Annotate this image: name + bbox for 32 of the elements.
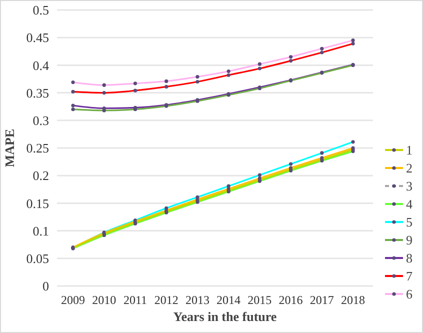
x-tick-label: 2018 bbox=[341, 293, 365, 307]
x-tick-label: 2014 bbox=[216, 293, 241, 307]
y-axis-title: MAPE bbox=[2, 128, 17, 168]
y-tick-label: 0.45 bbox=[26, 30, 49, 46]
y-tick-label: 0 bbox=[42, 278, 49, 294]
y-tick-label: 0.5 bbox=[32, 2, 49, 18]
legend-label: 1 bbox=[406, 142, 412, 158]
y-tick-label: 0.15 bbox=[26, 196, 49, 211]
legend-label: 3 bbox=[406, 178, 412, 194]
legend-label: 2 bbox=[406, 160, 412, 176]
legend-label: 6 bbox=[406, 286, 413, 302]
legend-label: 5 bbox=[406, 214, 412, 230]
y-tick-label: 0.4 bbox=[32, 58, 50, 73]
y-tick-label: 0.2 bbox=[32, 168, 49, 184]
legend-label: 4 bbox=[406, 196, 413, 212]
x-axis-title: Years in the future bbox=[173, 309, 277, 324]
x-tick-label: 2016 bbox=[278, 293, 303, 307]
y-tick-label: 0.35 bbox=[26, 85, 49, 100]
x-tick-label: 2009 bbox=[61, 293, 85, 307]
y-tick-label: 0.05 bbox=[26, 250, 49, 266]
x-tick-label: 2017 bbox=[310, 293, 334, 307]
x-tick-label: 2015 bbox=[248, 293, 272, 307]
y-tick-label: 0.1 bbox=[32, 223, 49, 238]
legend-label: 7 bbox=[406, 268, 413, 284]
y-tick-label: 0.25 bbox=[26, 140, 49, 156]
legend-label: 8 bbox=[406, 250, 412, 266]
x-tick-label: 2011 bbox=[123, 293, 148, 307]
y-tick-label: 0.3 bbox=[32, 112, 49, 128]
x-tick-label: 2012 bbox=[154, 293, 178, 307]
legend-label: 9 bbox=[406, 232, 412, 248]
x-tick-label: 2013 bbox=[185, 293, 210, 307]
x-tick-label: 2010 bbox=[92, 293, 116, 307]
